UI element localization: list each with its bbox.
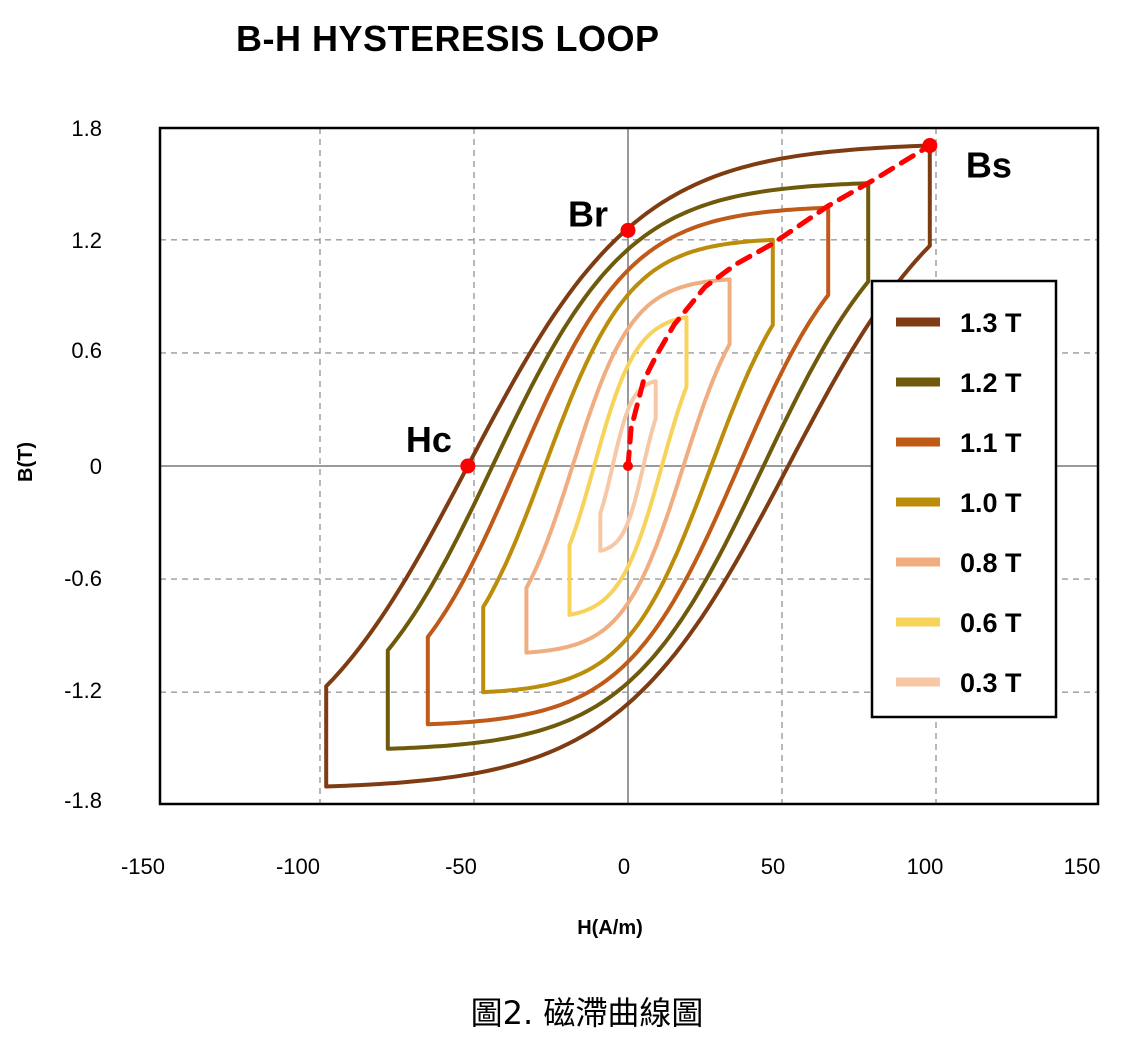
x-tick-label: -50 [445, 854, 477, 879]
initial-magnetization-line [625, 143, 933, 469]
legend-label: 1.0 T [960, 488, 1022, 518]
y-tick-label: 0.6 [71, 338, 102, 363]
initial-magnetization-curve [623, 143, 933, 471]
label-br: Br [568, 193, 608, 234]
origin-point [623, 461, 633, 471]
point-bs [922, 138, 938, 154]
x-tick-label: -150 [121, 854, 165, 879]
axis-ticks: -150 -100 -50 0 50 100 150 1.8 1.2 0.6 0 -0.6 -1.2 -1… [64, 116, 1100, 879]
legend: 1.3 T 1.2 T 1.1 T 1.0 T 0.8 T 0.6 T 0.3 T [870, 279, 1058, 719]
legend-label: 0.8 T [960, 548, 1022, 578]
x-tick-label: 0 [618, 854, 630, 879]
hysteresis-loop-0.8 [524, 277, 732, 655]
y-tick-label: 1.2 [71, 228, 102, 253]
legend-label: 1.1 T [960, 428, 1022, 458]
hysteresis-loop-0.3 [598, 379, 658, 553]
hysteresis-loop-1.2 [385, 181, 871, 751]
chart-title: B-H HYSTERESIS LOOP [236, 18, 660, 59]
y-tick-label: -0.6 [64, 566, 102, 591]
annotations: Bs Br Hc [406, 138, 1012, 474]
legend-label: 1.3 T [960, 308, 1022, 338]
curves [324, 143, 932, 789]
plot-frame [158, 126, 1100, 806]
label-hc: Hc [406, 419, 452, 460]
x-axis-label: H(A/m) [577, 917, 643, 939]
point-br [620, 222, 636, 238]
legend-label: 0.3 T [960, 668, 1022, 698]
x-tick-label: -100 [276, 854, 320, 879]
y-axis-label: B(T) [15, 442, 37, 482]
hysteresis-chart: -150 -100 -50 0 50 100 150 1.8 1.2 0.6 0 -0.6 -1.2 -1… [15, 116, 1100, 939]
hysteresis-loop-1.3 [324, 143, 932, 789]
point-hc [460, 458, 476, 474]
legend-label: 1.2 T [960, 368, 1022, 398]
label-bs: Bs [966, 145, 1012, 186]
y-tick-label: -1.8 [64, 788, 102, 813]
hysteresis-loop-1.1 [425, 205, 831, 727]
x-tick-label: 50 [761, 854, 785, 879]
y-tick-label: 0 [90, 454, 102, 479]
y-tick-label: 1.8 [71, 116, 102, 141]
legend-label: 0.6 T [960, 608, 1022, 638]
x-tick-label: 100 [907, 854, 944, 879]
hysteresis-loop-1 [481, 237, 775, 695]
y-tick-label: -1.2 [64, 678, 102, 703]
x-tick-label: 150 [1064, 854, 1101, 879]
hysteresis-loop-0.6 [567, 315, 689, 617]
figure-caption: 圖2. 磁滯曲線圖 [470, 994, 704, 1032]
